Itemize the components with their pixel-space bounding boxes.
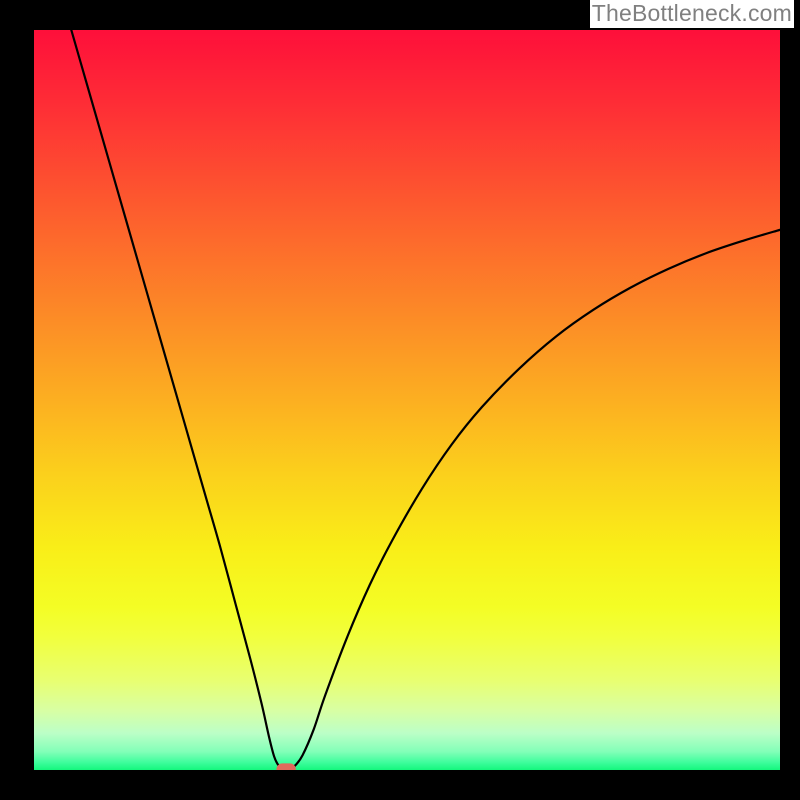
chart-stage: TheBottleneck.com [0, 0, 800, 800]
bottleneck-chart [0, 0, 800, 800]
gradient-background [34, 30, 780, 770]
watermark-text: TheBottleneck.com [590, 0, 794, 28]
